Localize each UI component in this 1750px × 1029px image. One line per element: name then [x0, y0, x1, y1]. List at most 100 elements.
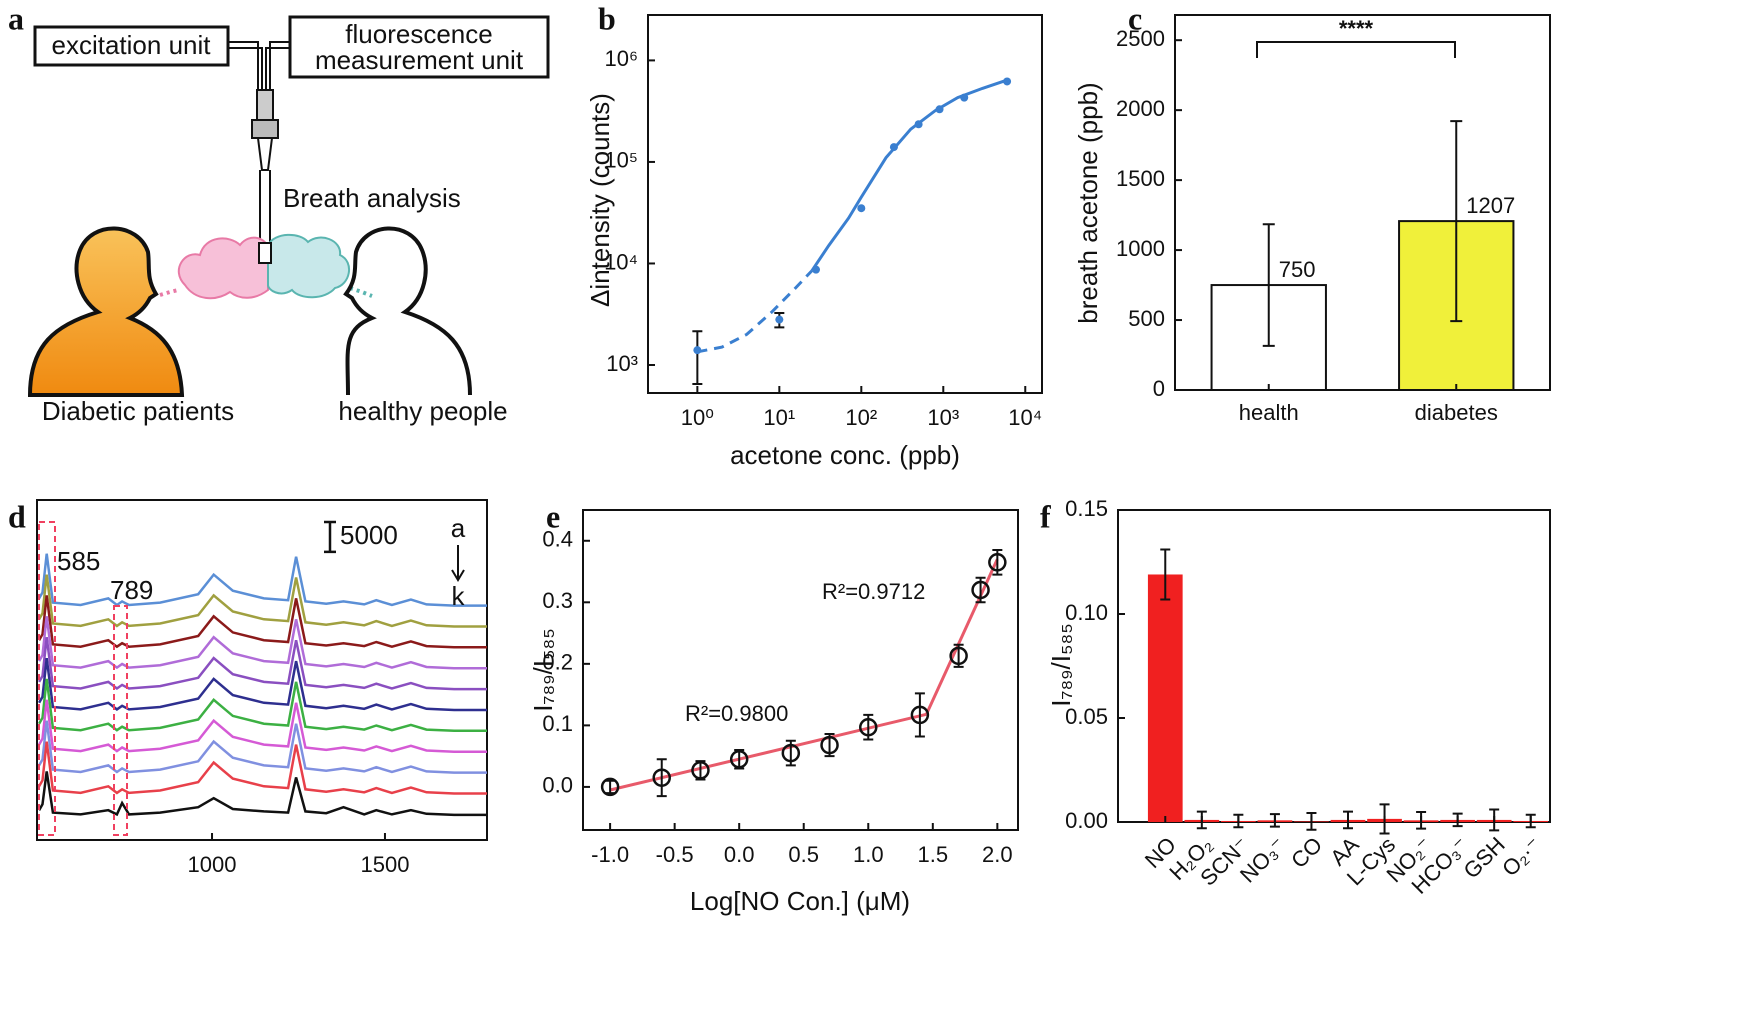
spectrum — [38, 574, 487, 628]
point — [729, 749, 749, 769]
point — [949, 646, 968, 666]
fit-line — [697, 269, 814, 354]
x-tick-label: 1.5 — [918, 842, 949, 867]
chart: e -1.0 -0.5 0.0 0.5 1.0 1.5 2.0 0.0 0.1 0.2 0.3 0.4 L… — [528, 498, 1019, 916]
point — [914, 120, 923, 129]
error-bar — [656, 758, 667, 798]
cloud — [267, 233, 350, 299]
scale-bar — [324, 520, 336, 554]
x-tick-label: 10¹ — [763, 405, 795, 430]
chart: c 0 500 1000 1500 2000 2500 breath acetone (ppb… — [1073, 0, 1551, 425]
fit-line — [925, 558, 999, 715]
chart: f0.000.050.100.15I₇₈₉/I₅₈₅NOH₂O₂SCN⁻NO₃⁻… — [1040, 496, 1551, 899]
point — [1003, 77, 1012, 86]
y-tick-label: 2500 — [1116, 26, 1165, 51]
box-label: fluorescence — [345, 19, 492, 49]
y-axis-title: breath acetone (ppb) — [1073, 82, 1103, 323]
y-tick-label: 500 — [1128, 306, 1165, 331]
panel-label: b — [598, 0, 616, 36]
arrow — [451, 545, 465, 582]
error-bar — [1160, 548, 1171, 601]
probe-tip — [258, 242, 272, 264]
annotation: R²=0.9712 — [822, 579, 925, 604]
x-tick-label: O₂·⁻ — [1497, 832, 1546, 881]
annotation: a — [451, 513, 466, 543]
error-bar — [1262, 223, 1275, 347]
breath — [349, 286, 373, 298]
annotation: 789 — [110, 575, 153, 605]
highlight-box — [38, 521, 56, 836]
diagram: a excitation unit fluorescence measureme… — [8, 0, 550, 426]
y-tick-label: 10³ — [606, 351, 638, 376]
panel-label: f — [1040, 498, 1051, 534]
probe — [256, 137, 274, 246]
y-tick-label: 2000 — [1116, 96, 1165, 121]
x-tick-label: 10² — [845, 405, 877, 430]
point — [652, 768, 671, 787]
x-tick-label: 10⁰ — [681, 405, 714, 430]
point — [857, 204, 866, 213]
spectrum — [38, 720, 487, 774]
y-tick-label: 0.1 — [542, 711, 573, 736]
point — [693, 346, 702, 355]
patient — [27, 226, 185, 397]
spectrum — [38, 699, 487, 753]
fit-line — [810, 78, 1008, 272]
y-tick-label: 0.00 — [1065, 808, 1108, 833]
plot-frame — [36, 499, 488, 841]
y-tick-label: 0.3 — [542, 588, 573, 613]
box — [33, 25, 230, 67]
x-tick-label: 10⁴ — [1008, 405, 1042, 430]
x-tick-label: diabetes — [1415, 400, 1498, 425]
value-label: 1207 — [1466, 193, 1515, 218]
x-tick-label: 1500 — [360, 852, 409, 877]
panel-label: e — [546, 498, 560, 534]
cloud — [177, 236, 269, 300]
chart: d 1000 1500 585 789 a k 5000 — [8, 498, 488, 877]
annotation: **** — [1339, 16, 1374, 41]
bar — [1147, 574, 1183, 822]
x-tick-label: -1.0 — [591, 842, 629, 867]
spectrum — [38, 637, 487, 691]
label: healthy people — [338, 396, 507, 426]
point — [811, 265, 820, 274]
annotation: k — [452, 581, 466, 611]
y-tick-label: 0.05 — [1065, 704, 1108, 729]
point — [775, 315, 784, 324]
spectrum — [38, 741, 487, 795]
y-axis-title: I₇₈₉/I₅₈₅ — [528, 628, 558, 711]
spectrum — [38, 595, 487, 649]
point — [971, 580, 990, 600]
box-label: excitation unit — [52, 30, 212, 60]
y-axis-title: I₇₈₉/I₅₈₅ — [1046, 623, 1076, 706]
significance-bracket — [1256, 41, 1456, 58]
x-tick-label: 10³ — [927, 405, 959, 430]
chart: b 10⁰ 10¹ 10² 10³ 10⁴ 10³ 10⁴ 10⁵ 10⁶ acetone conc… — [585, 0, 1043, 470]
x-tick-label: 0.5 — [788, 842, 819, 867]
healthy-person — [343, 226, 472, 396]
highlight-box — [113, 605, 128, 836]
box-label: measurement unit — [315, 45, 524, 75]
annotation: 585 — [57, 546, 100, 576]
y-tick-label: 10⁴ — [604, 249, 638, 274]
probe — [256, 89, 274, 121]
x-axis-title: acetone conc. (ppb) — [730, 440, 960, 470]
plot-frame — [647, 14, 1043, 394]
y-tick-label: 0 — [1153, 376, 1165, 401]
label: Breath analysis — [283, 183, 461, 213]
y-tick-label: 0.2 — [542, 650, 573, 675]
point — [910, 705, 930, 725]
plot-frame — [1117, 509, 1551, 823]
plot-frame — [1174, 14, 1551, 391]
x-tick-label: 1000 — [188, 852, 237, 877]
y-tick-label: 1500 — [1116, 166, 1165, 191]
spectrum — [38, 553, 487, 607]
error-bar — [692, 330, 703, 385]
y-tick-label: 10⁶ — [604, 46, 638, 71]
value-label: 750 — [1279, 257, 1316, 282]
point — [781, 743, 801, 763]
point — [859, 717, 878, 737]
scale-bar-label: 5000 — [340, 520, 398, 550]
y-tick-label: 0.4 — [542, 527, 573, 552]
y-axis-title: Δintensity (counts) — [585, 93, 615, 307]
